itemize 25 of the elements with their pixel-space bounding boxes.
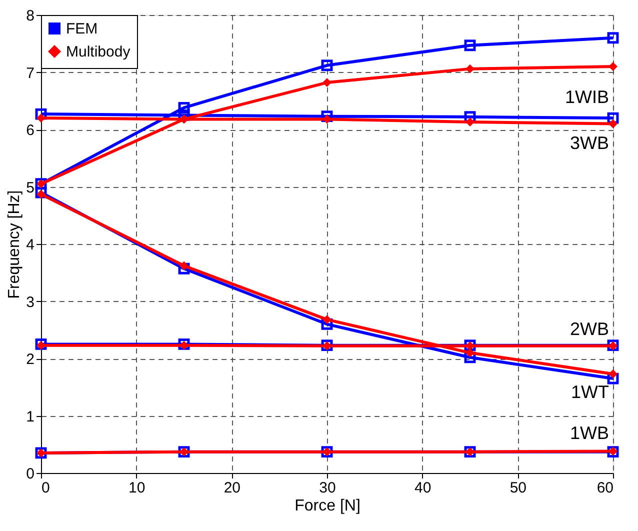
x-tick-label: 50 xyxy=(510,480,527,496)
y-tick-label: 1 xyxy=(26,408,34,426)
x-tick-label: 30 xyxy=(319,480,336,496)
x-tick-label: 60 xyxy=(596,480,614,496)
y-tick-label: 8 xyxy=(26,8,34,24)
y-tick-label: 4 xyxy=(26,236,34,254)
annotation: 1WT xyxy=(571,382,609,402)
y-axis-title: Frequency [Hz] xyxy=(6,190,24,299)
y-tick-label: 2 xyxy=(26,351,34,368)
legend-label: FEM xyxy=(66,20,98,38)
x-tick-label: 20 xyxy=(224,480,241,496)
y-tick-label: 7 xyxy=(26,64,34,82)
annotation: 1WB xyxy=(570,423,609,443)
legend-label: Multibody xyxy=(66,44,131,60)
annotation: 2WB xyxy=(570,319,609,339)
x-tick-label: 40 xyxy=(414,480,432,496)
y-tick-label: 0 xyxy=(26,466,34,482)
y-tick-label: 6 xyxy=(26,122,34,139)
x-axis-title: Force [N] xyxy=(294,498,360,514)
annotation: 1WIB xyxy=(564,87,609,107)
y-tick-label: 5 xyxy=(26,179,34,196)
x-tick-label: 0 xyxy=(42,480,50,496)
y-tick-label: 3 xyxy=(26,294,34,311)
x-tick-label: 10 xyxy=(128,480,146,496)
annotation: 3WB xyxy=(570,133,609,153)
